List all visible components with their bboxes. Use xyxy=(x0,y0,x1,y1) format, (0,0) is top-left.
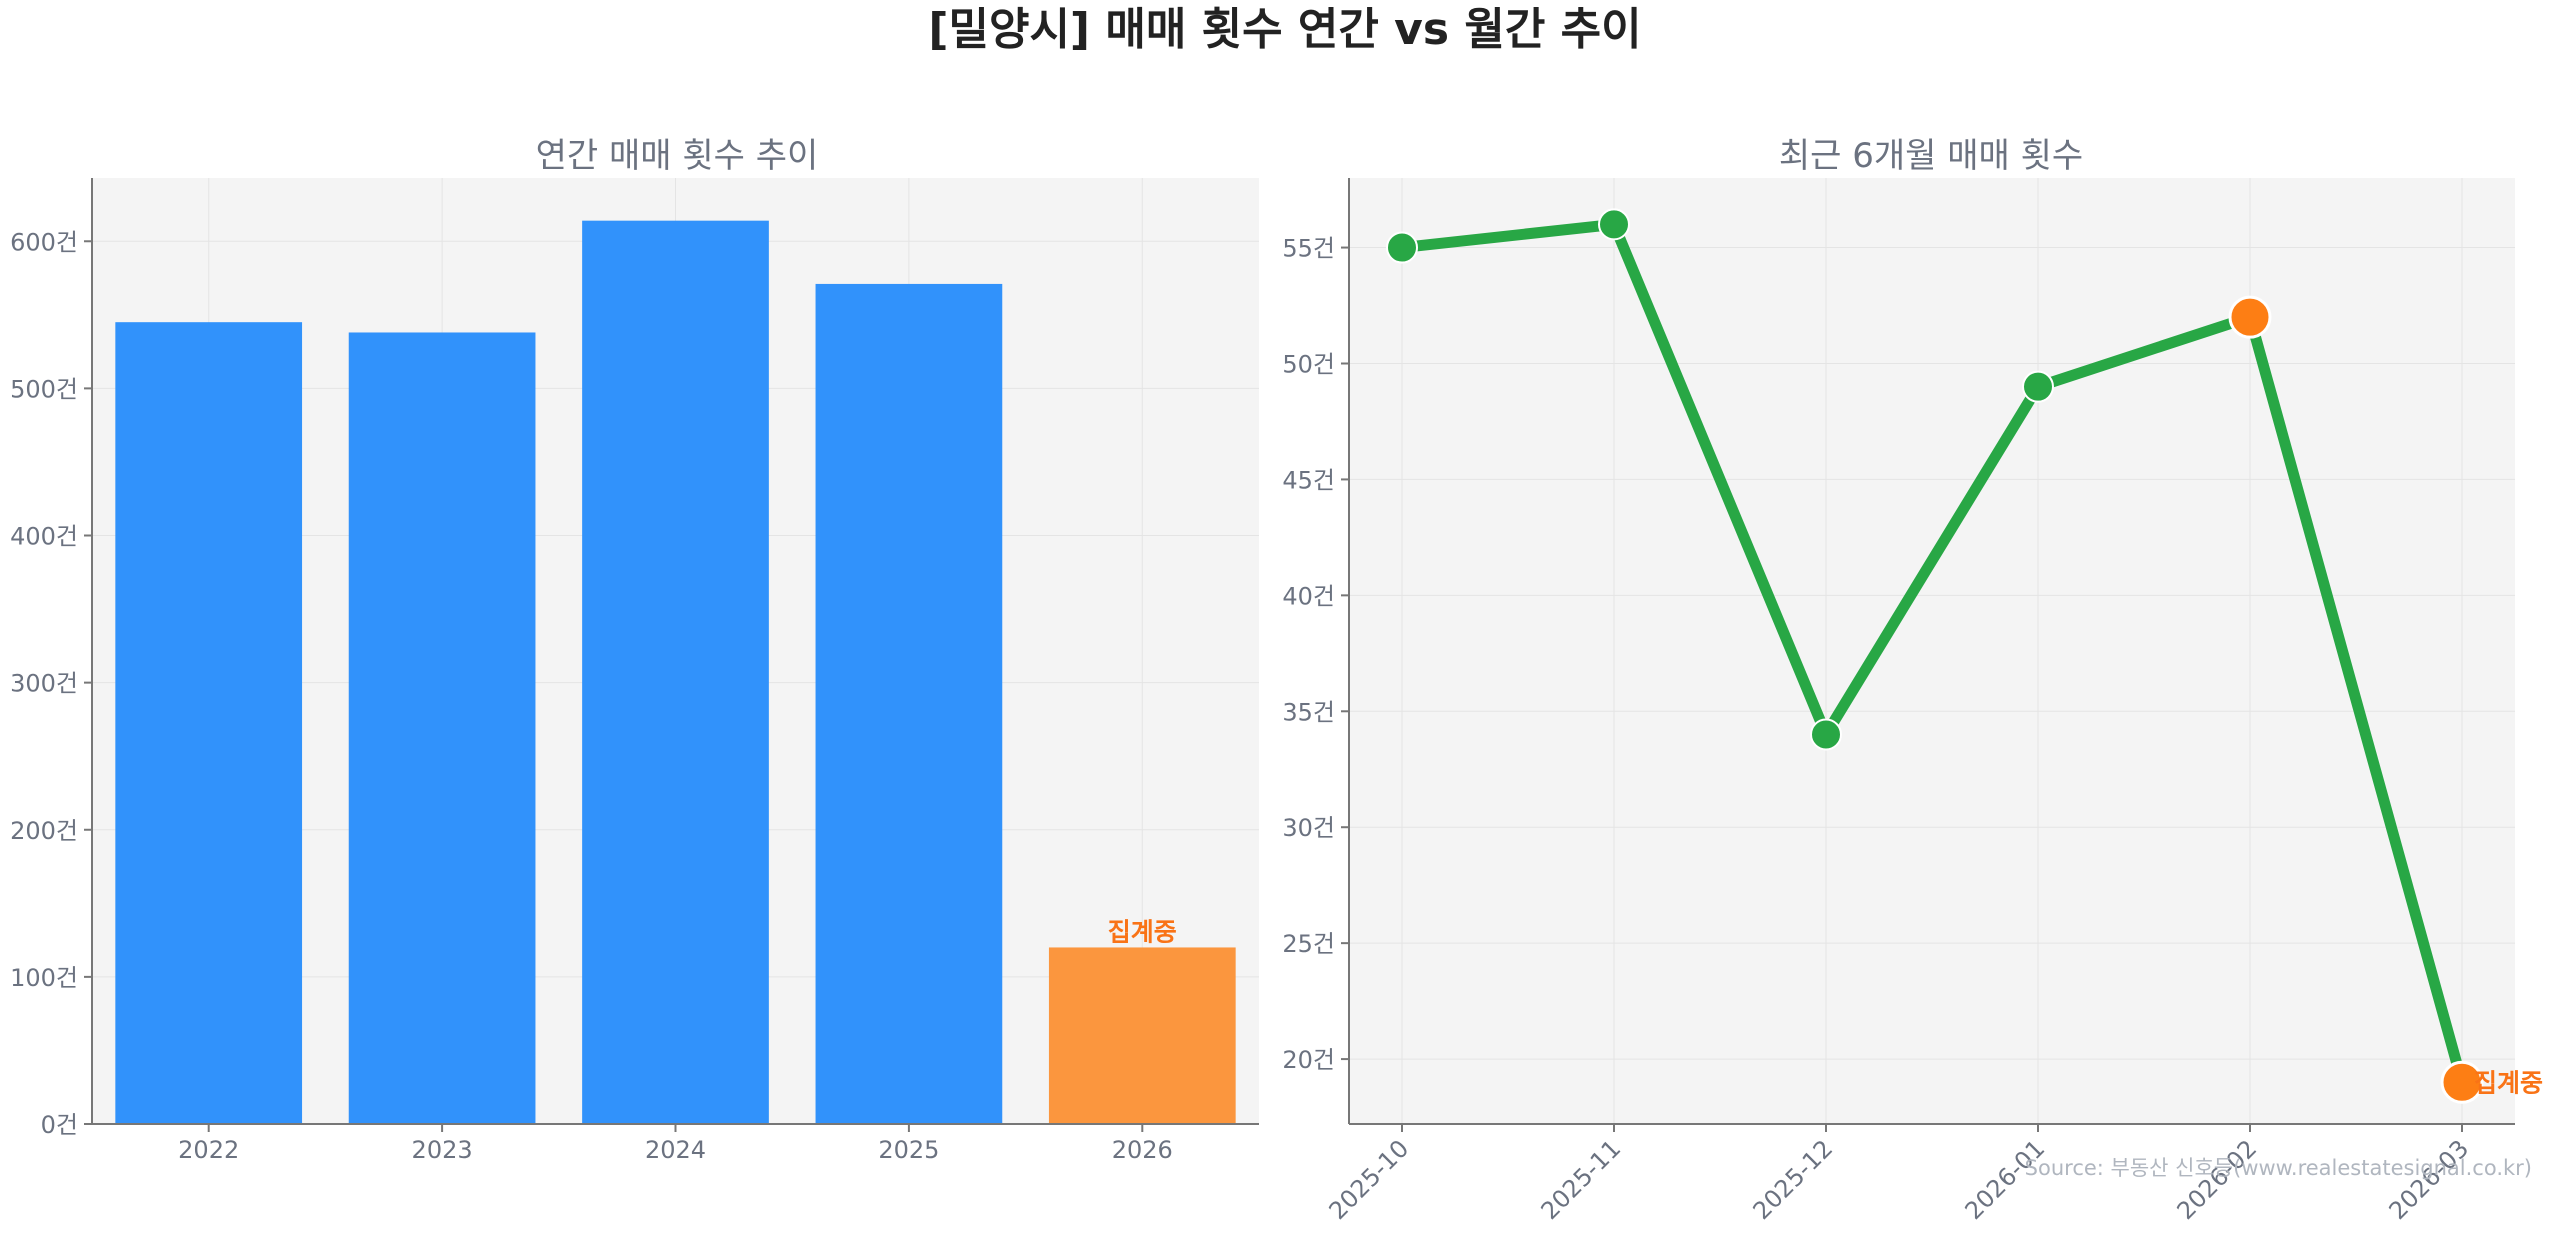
monthly-point xyxy=(1386,231,1418,264)
main-title: [밀양시] 매매 횟수 연간 vs 월간 추이 xyxy=(928,4,1641,55)
monthly-chart-title: 최근 6개월 매매 횟수 xyxy=(1779,136,2083,176)
annual-partial-label: 집계중 xyxy=(1108,917,1177,946)
monthly-y-tick-label: 45건 xyxy=(1282,466,1335,494)
monthly-grid xyxy=(1349,178,2515,1124)
source-note: Source: 부동산 신호등(www.realestatesignal.co.… xyxy=(2025,1156,2532,1180)
monthly-partial-label: 집계중 xyxy=(2474,1068,2543,1097)
annual-y-tick-label: 400건 xyxy=(10,523,78,551)
annual-x-tick-label: 2025 xyxy=(878,1136,939,1164)
monthly-y-tick-label: 20건 xyxy=(1282,1046,1335,1074)
annual-chart: 연간 매매 횟수 추이 0건 100건 200건 300건 400건 500건 600건 20… xyxy=(10,136,1259,1164)
annual-bar xyxy=(582,220,769,1124)
monthly-y-tick-label: 25건 xyxy=(1282,930,1335,958)
annual-x-tick-label: 2023 xyxy=(412,1136,473,1164)
monthly-y-tick-label: 55건 xyxy=(1282,235,1335,263)
annual-bar xyxy=(815,283,1003,1124)
monthly-y-tick-label: 30건 xyxy=(1282,814,1335,842)
monthly-y-tick-label: 40건 xyxy=(1282,582,1335,610)
monthly-plot-area xyxy=(1349,178,2515,1124)
monthly-point-highlight xyxy=(2228,295,2272,339)
annual-y-tick-label: 0건 xyxy=(41,1111,78,1139)
monthly-series-line xyxy=(1396,218,2468,1088)
monthly-y-tick-label: 35건 xyxy=(1282,698,1335,726)
annual-y-tick-label: 200건 xyxy=(10,817,78,845)
monthly-x-tick-label: 2025-10 xyxy=(1324,1134,1415,1225)
annual-x-tick-label: 2026 xyxy=(1112,1136,1173,1164)
monthly-x-tick-label: 2025-11 xyxy=(1536,1134,1627,1225)
monthly-point xyxy=(1810,718,1842,751)
annual-x-tick-label: 2024 xyxy=(645,1136,706,1164)
annual-bar-partial xyxy=(1048,947,1236,1124)
annual-y-tick-label: 500건 xyxy=(10,375,78,403)
annual-chart-title: 연간 매매 횟수 추이 xyxy=(536,136,819,176)
monthly-point xyxy=(1598,208,1630,241)
annual-bar xyxy=(115,322,303,1124)
annual-x-tick-label: 2022 xyxy=(178,1136,239,1164)
annual-y-tick-label: 600건 xyxy=(10,228,78,256)
monthly-x-tick-label: 2025-12 xyxy=(1748,1134,1839,1225)
monthly-chart: 최근 6개월 매매 횟수 20건 25건 30건 35건 40건 45건 50건 55건집계중… xyxy=(1282,136,2543,1225)
monthly-y-tick-label: 50건 xyxy=(1282,350,1335,378)
monthly-point-highlight xyxy=(2440,1060,2484,1104)
monthly-point xyxy=(2022,370,2054,403)
annual-y-tick-label: 300건 xyxy=(10,670,78,698)
annual-y-tick-label: 100건 xyxy=(10,964,78,992)
annual-bar xyxy=(348,332,536,1124)
